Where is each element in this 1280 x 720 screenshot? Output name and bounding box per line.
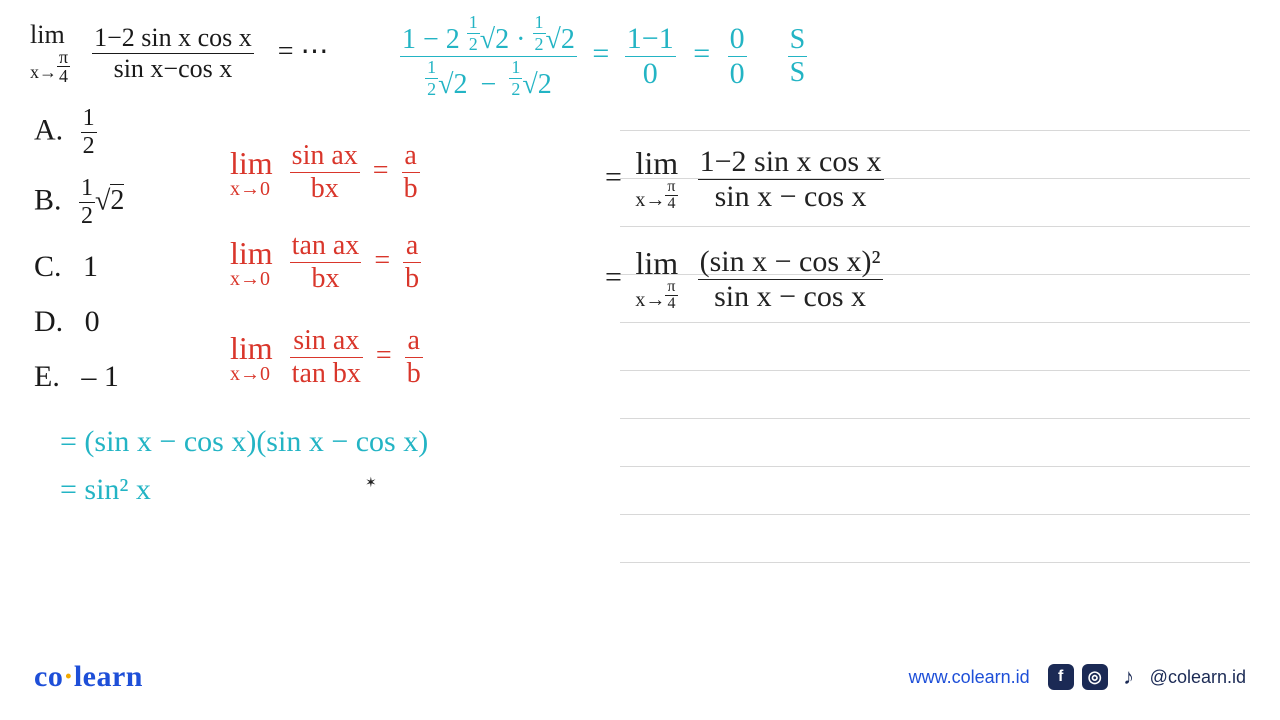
facebook-icon: f (1048, 664, 1074, 690)
answer-e: E. – 1 (34, 360, 119, 394)
equals-dots: = ⋯ (278, 36, 329, 67)
question-expression: lim x→π4 1−2 sin x cos x sin x−cos x = ⋯ (30, 22, 329, 85)
red-rule-1: limx→0 sin axbx = ab (230, 140, 420, 205)
teal-substitution: 1 − 2 12√2 · 12√2 12√2 − 12√2 = 1−10 = 0… (400, 12, 807, 101)
social-icons: f ◎ ♪ @colearn.id (1048, 664, 1246, 690)
answer-d: D. 0 (34, 305, 100, 339)
black-step-1: = lim x→π4 1−2 sin x cos xsin x − cos x (605, 145, 884, 214)
brand-logo: co·learn (34, 660, 143, 694)
limit-symbol: lim x→π4 (30, 22, 70, 85)
answer-b: B. 12√2 (34, 175, 124, 230)
answer-a: A. 12 (34, 105, 97, 160)
footer: co·learn www.colearn.id f ◎ ♪ @colearn.i… (34, 660, 1246, 694)
cursor-icon: ✶ (365, 475, 377, 492)
social-handle: @colearn.id (1150, 667, 1246, 688)
red-rule-2: limx→0 tan axbx = ab (230, 230, 421, 295)
tiktok-icon: ♪ (1116, 664, 1142, 690)
question-fraction: 1−2 sin x cos x sin x−cos x (92, 23, 254, 84)
answer-c: C. 1 (34, 250, 98, 284)
red-rule-3: limx→0 sin axtan bx = ab (230, 325, 423, 390)
teal-factor-line-1: = (sin x − cos x)(sin x − cos x) (60, 425, 428, 459)
black-step-2: = lim x→π4 (sin x − cos x)²sin x − cos x (605, 245, 883, 314)
teal-factor-line-2: = sin² x (60, 473, 151, 507)
footer-url: www.colearn.id (909, 667, 1030, 688)
instagram-icon: ◎ (1082, 664, 1108, 690)
